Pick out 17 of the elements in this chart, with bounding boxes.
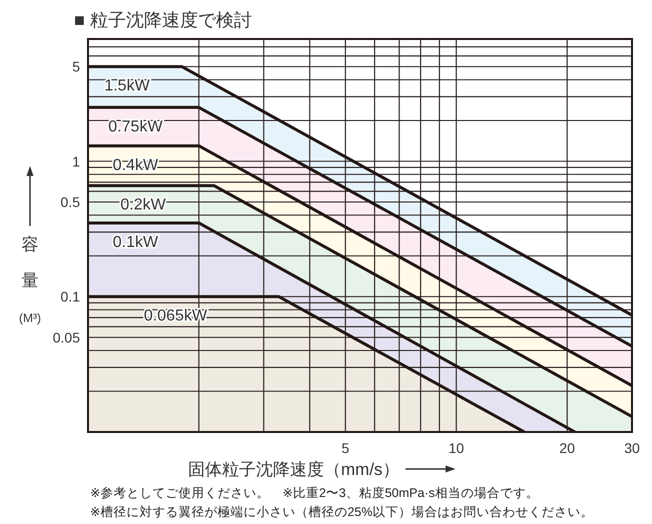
x-axis-title: 固体粒子沈降速度（mm/s） xyxy=(188,460,400,479)
y-tick-label: 1 xyxy=(72,153,80,170)
text: ※参考としてご使用ください。 ※比重2〜3、粘度50mPa·s相当の場合です。 xyxy=(90,485,539,500)
x-tick-label: 5 xyxy=(342,440,350,456)
x-tick-label: 20 xyxy=(559,440,576,456)
y-tick-label: 5 xyxy=(72,58,80,75)
text: ※槽径に対する翼径が極端に小さい（槽径の25%以下）場合はお問い合わせください。 xyxy=(90,504,594,519)
series-label: 0.1kW xyxy=(112,234,160,251)
series-label: 0.75kW xyxy=(108,118,164,136)
x-tick-label: 10 xyxy=(448,440,464,456)
series-label: 1.5kW xyxy=(104,78,151,95)
chart-title: ■ 粒子沈降速度で検討 xyxy=(74,10,252,30)
y-tick-label: 0.5 xyxy=(60,194,80,210)
y-tick-label: 0.1 xyxy=(60,288,80,305)
x-tick-label: 30 xyxy=(624,440,640,456)
text: 容量(M³) xyxy=(19,235,41,325)
y-tick-label: 0.05 xyxy=(52,329,80,346)
